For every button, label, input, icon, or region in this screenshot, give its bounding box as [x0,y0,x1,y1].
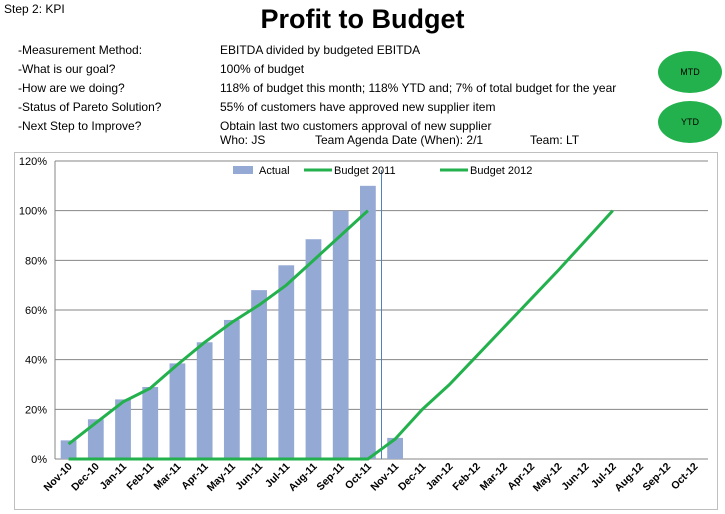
kpi-value: Obtain last two customers approval of ne… [220,119,492,133]
x-tick-label: Aug-12 [612,461,646,495]
chart-frame [14,152,718,510]
y-tick-label: 100% [19,206,47,218]
legend-label: Budget 2012 [470,165,532,177]
x-tick-label: Jan-11 [98,461,130,493]
x-tick-label: Sep-12 [640,461,673,494]
kpi-label: -How are we doing? [18,81,125,95]
x-tick-label: Jun-11 [233,461,265,493]
mtd-badge: MTD [658,51,722,93]
kpi-row: -How are we doing? 118% of budget this m… [18,79,658,98]
kpi-row: -Measurement Method: EBITDA divided by b… [18,41,658,60]
kpi-row: -Status of Pareto Solution? 55% of custo… [18,98,658,117]
y-tick-label: 60% [25,305,47,317]
y-tick-label: 20% [25,404,47,416]
actual-bar [251,290,267,459]
actual-bar [332,210,349,459]
actual-bar [387,437,403,459]
x-tick-label: Mar-11 [152,461,184,493]
x-tick-label: May-12 [531,461,565,495]
budget-2012-line [68,209,614,461]
actual-bar [196,342,213,459]
x-tick-label: Sep-11 [314,461,347,494]
y-tick-label: 120% [19,156,47,168]
y-tick-label: 80% [25,255,47,267]
kpi-table: -Measurement Method: EBITDA divided by b… [18,41,658,136]
actual-bar [305,239,322,459]
legend-label: Budget 2011 [334,165,396,177]
actual-bar [115,399,131,459]
actual-bar [87,419,104,459]
kpi-value: 118% of budget this month; 118% YTD and;… [220,81,617,95]
actual-bar [142,386,159,459]
actual-bar [360,185,376,460]
agenda-date-label: Team Agenda Date (When): 2/1 [315,133,484,147]
ytd-badge-label: YTD [681,117,699,127]
x-tick-label: Jun-12 [559,461,592,494]
legend-label: Actual [259,165,290,177]
page-title: Profit to Budget [260,4,465,34]
kpi-row: -Next Step to Improve? Obtain last two c… [18,117,658,136]
legend-swatch-actual [233,166,253,174]
mtd-badge-label: MTD [680,67,700,77]
x-tick-label: Nov-11 [368,461,401,494]
kpi-value: EBITDA divided by budgeted EBITDA [220,43,421,57]
who-label: Who: JS [220,133,266,147]
kpi-row: -What is our goal? 100% of budget [18,60,658,79]
kpi-label: -Measurement Method: [18,43,143,57]
x-tick-label: Jan-12 [424,461,456,493]
actual-bar [169,363,186,459]
step-label: Step 2: KPI [4,2,65,16]
x-tick-label: Feb-12 [450,461,483,494]
x-tick-label: Mar-12 [478,461,511,494]
x-tick-label: Aug-11 [286,461,319,494]
kpi-label: -What is our goal? [18,62,116,76]
y-tick-label: 0% [31,454,47,466]
ytd-badge: YTD [658,101,722,143]
kpi-label: -Status of Pareto Solution? [18,100,162,114]
x-tick-label: Oct-12 [669,461,701,493]
kpi-value: 100% of budget [220,62,305,76]
actual-bar [223,319,240,459]
y-tick-label: 40% [25,355,47,367]
x-tick-label: Feb-11 [124,461,156,493]
x-tick-label: Dec-11 [396,461,429,494]
team-label: Team: LT [530,133,580,147]
actual-bar [278,265,295,459]
actual-bar [60,440,77,459]
kpi-value: 55% of customers have approved new suppl… [220,100,496,114]
x-tick-label: May-11 [205,461,238,494]
budget-2011-line [67,209,369,446]
kpi-label: -Next Step to Improve? [18,119,142,133]
x-tick-label: Dec-10 [69,461,102,494]
